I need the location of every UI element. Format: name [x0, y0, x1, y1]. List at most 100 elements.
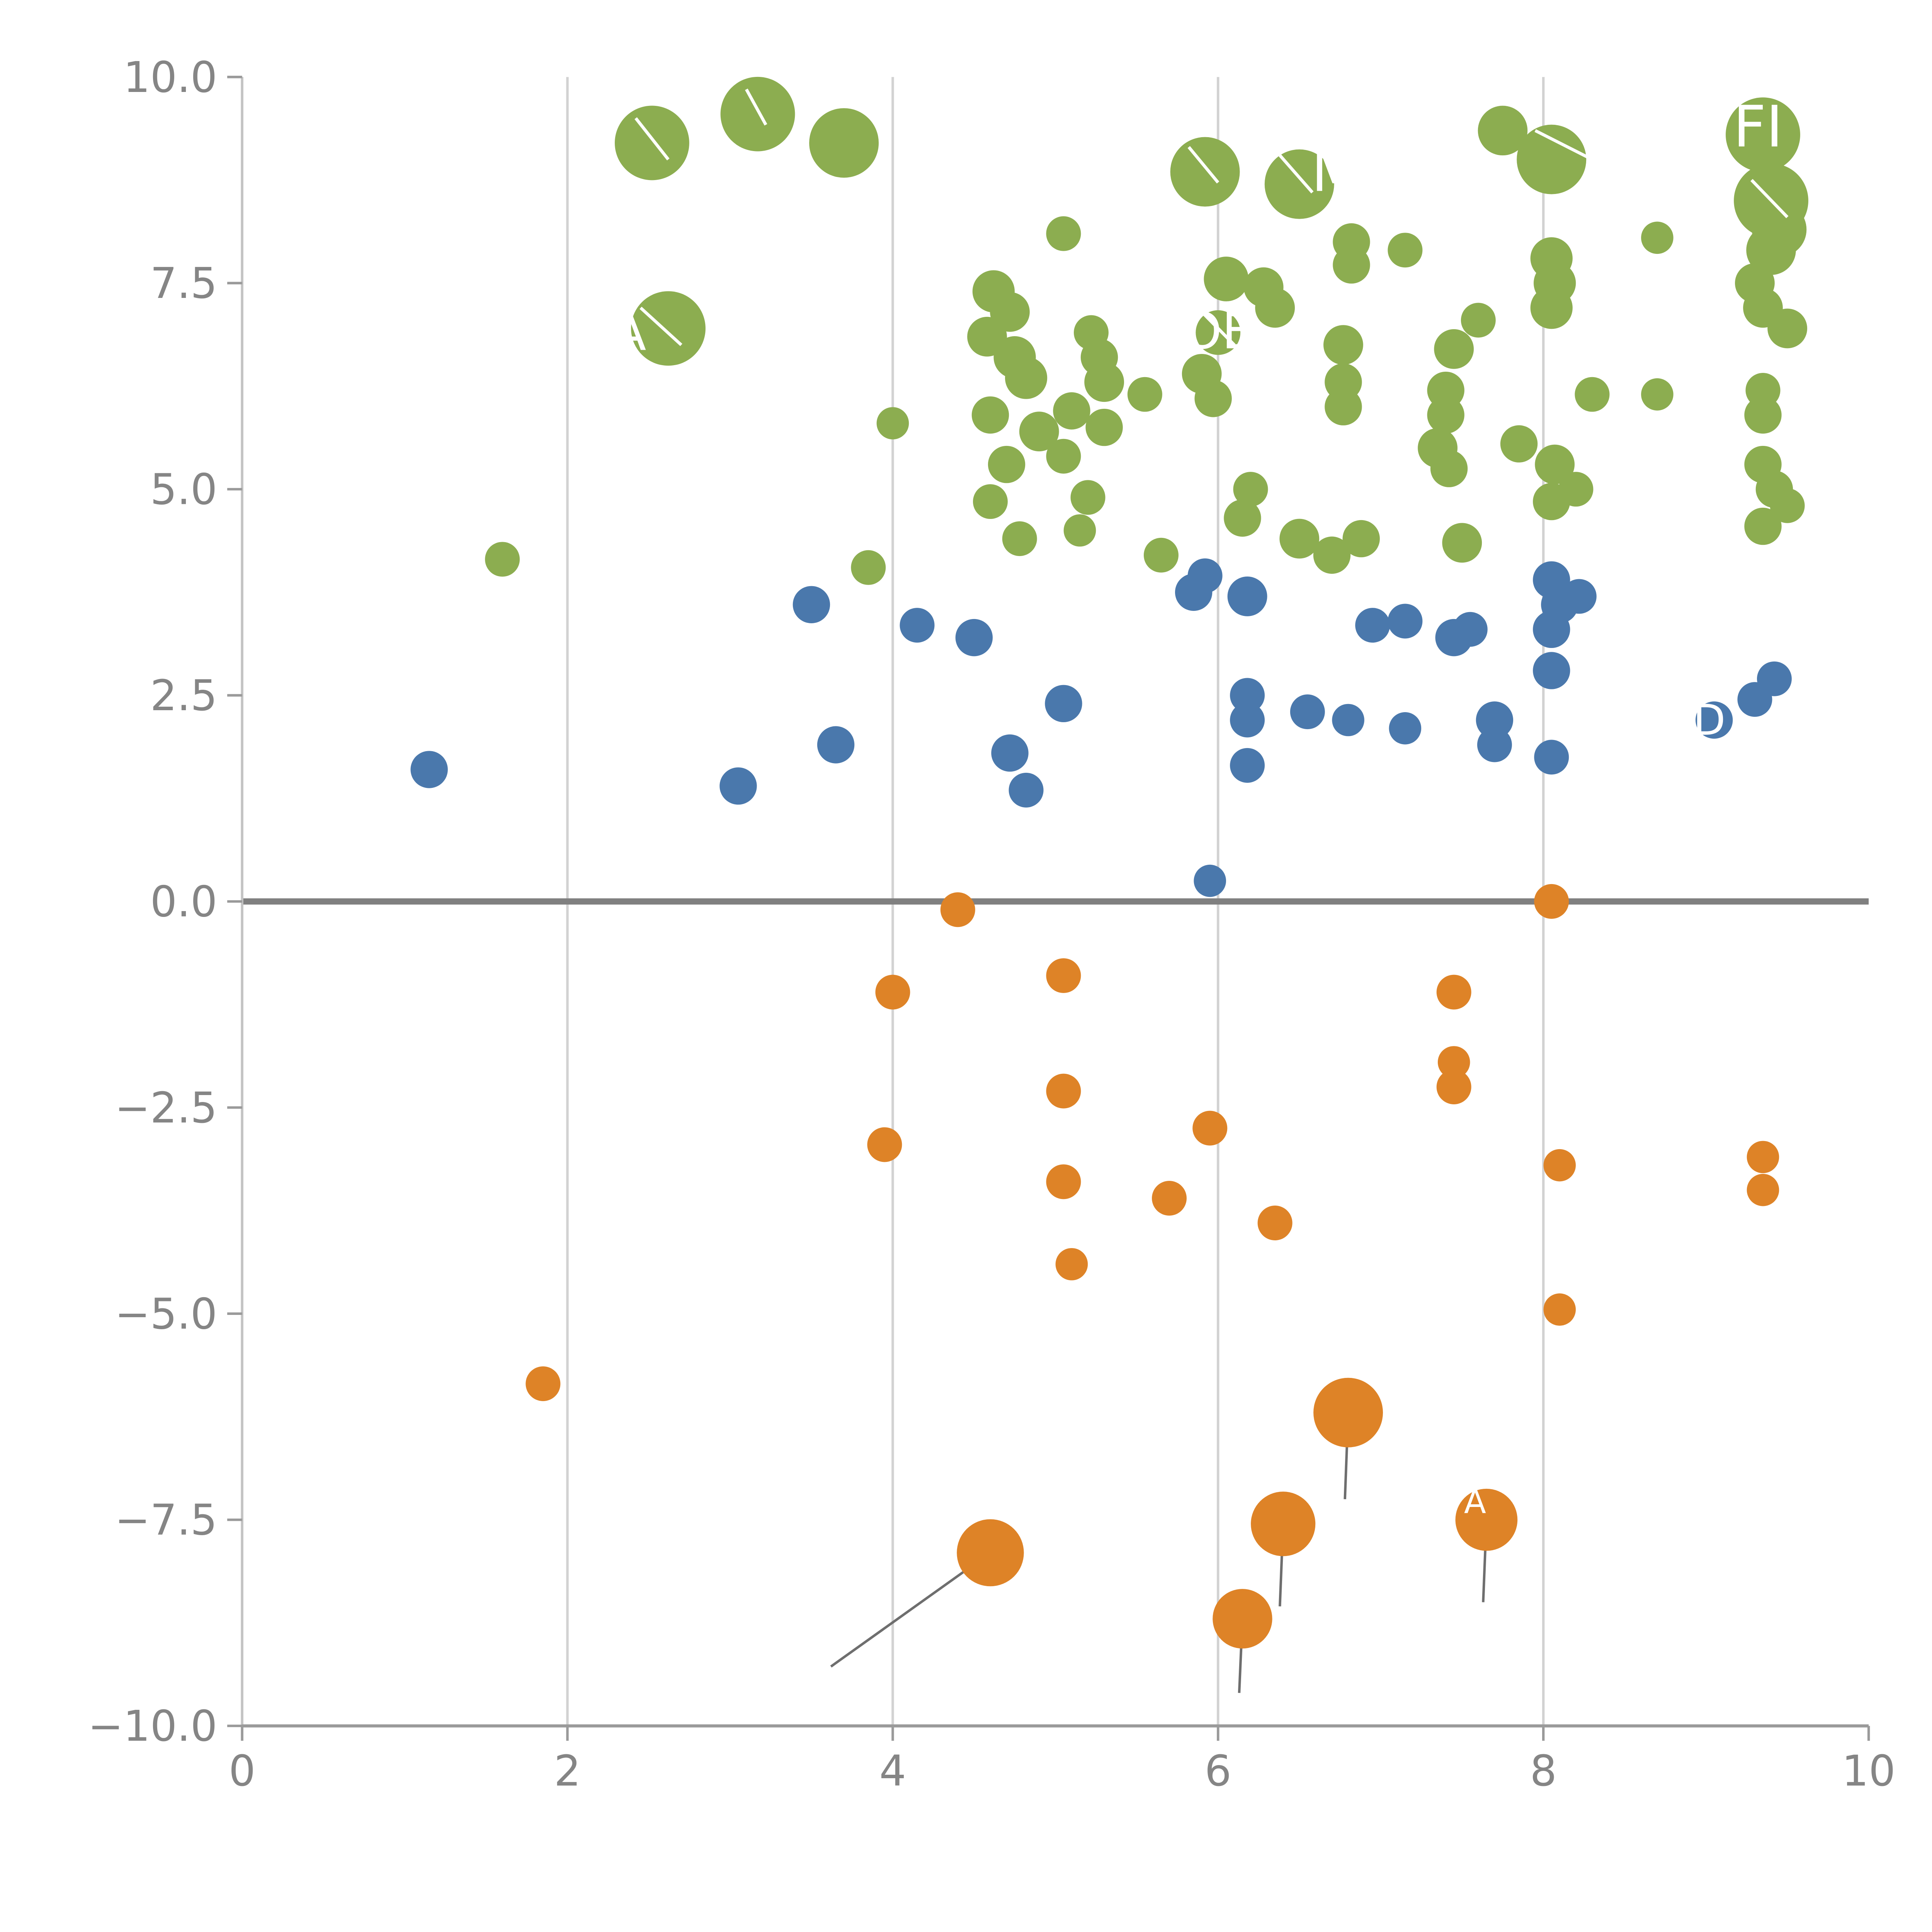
bubble[interactable]	[1019, 412, 1059, 452]
bubble[interactable]	[867, 1127, 902, 1162]
bubble[interactable]	[1333, 246, 1370, 284]
bubble[interactable]	[1224, 499, 1261, 537]
bubble[interactable]	[1641, 378, 1673, 411]
bubble[interactable]	[1543, 1293, 1576, 1326]
bubble[interactable]	[1530, 287, 1573, 329]
bubble[interactable]	[1427, 396, 1464, 434]
bubble[interactable]	[1002, 521, 1037, 556]
bubble[interactable]	[1561, 579, 1597, 614]
bubble[interactable]	[793, 586, 830, 623]
bubble[interactable]	[1230, 678, 1265, 713]
bubble[interactable]	[988, 446, 1026, 483]
bubble[interactable]	[1744, 507, 1782, 545]
bubble[interactable]	[1455, 1488, 1518, 1551]
bubble[interactable]	[1257, 1206, 1293, 1241]
bubble[interactable]	[991, 734, 1029, 772]
bubble[interactable]	[817, 726, 855, 764]
bubble[interactable]	[1046, 439, 1081, 474]
bubble[interactable]	[1767, 308, 1808, 349]
bubble[interactable]	[615, 105, 689, 180]
bubble[interactable]	[1726, 97, 1800, 172]
bubble[interactable]	[1534, 740, 1569, 775]
bubble[interactable]	[1500, 425, 1538, 463]
bubble[interactable]	[1770, 488, 1805, 523]
bubble[interactable]	[1213, 1589, 1272, 1649]
bubble[interactable]	[1055, 1248, 1088, 1281]
bubble[interactable]	[719, 767, 757, 805]
bubble[interactable]	[1187, 558, 1223, 594]
bubble[interactable]	[1063, 514, 1096, 547]
bubble[interactable]	[1389, 712, 1422, 745]
bubble[interactable]	[1279, 519, 1320, 559]
bubble[interactable]	[410, 751, 448, 788]
bubble[interactable]	[1045, 685, 1082, 723]
bubble[interactable]	[876, 407, 909, 440]
bubble[interactable]	[1477, 727, 1512, 762]
bubble[interactable]	[1009, 772, 1044, 808]
bubble[interactable]	[851, 550, 886, 585]
bubble[interactable]	[1264, 149, 1334, 219]
bubble[interactable]	[1517, 124, 1587, 194]
bubble[interactable]	[1170, 137, 1240, 207]
bubble[interactable]	[1747, 1173, 1779, 1206]
bubble[interactable]	[1388, 604, 1423, 639]
bubble[interactable]	[955, 619, 993, 656]
bubble[interactable]	[1152, 1181, 1187, 1216]
bubble[interactable]	[526, 1366, 561, 1401]
bubble[interactable]	[809, 108, 879, 178]
bubble[interactable]	[1533, 652, 1570, 689]
bubble[interactable]	[1255, 288, 1295, 328]
bubble[interactable]	[1575, 377, 1610, 412]
bubble[interactable]	[900, 608, 935, 643]
bubble[interactable]	[1313, 536, 1351, 574]
bubble[interactable]	[1476, 701, 1514, 739]
bubble[interactable]	[1070, 480, 1105, 515]
bubble[interactable]	[1127, 377, 1162, 412]
bubble[interactable]	[1342, 520, 1380, 558]
bubble[interactable]	[485, 542, 520, 577]
bubble[interactable]	[720, 77, 795, 151]
bubble[interactable]	[1436, 1069, 1471, 1104]
bubble[interactable]	[1452, 612, 1488, 647]
bubble[interactable]	[1437, 1046, 1470, 1078]
bubble[interactable]	[1442, 523, 1482, 563]
bubble[interactable]	[1230, 702, 1265, 738]
bubble[interactable]	[1192, 1111, 1228, 1146]
bubble[interactable]	[1332, 704, 1364, 736]
bubble[interactable]	[1533, 483, 1570, 520]
bubble[interactable]	[1747, 1141, 1779, 1173]
bubble[interactable]	[1430, 450, 1468, 487]
bubble[interactable]	[1084, 362, 1124, 402]
bubble[interactable]	[1757, 661, 1792, 696]
bubble[interactable]	[1388, 233, 1423, 268]
bubble[interactable]	[1641, 221, 1673, 254]
bubble[interactable]	[1323, 325, 1363, 365]
bubble[interactable]	[1325, 388, 1362, 425]
bubble[interactable]	[875, 975, 910, 1010]
bubble[interactable]	[1196, 310, 1241, 355]
bubble[interactable]	[1194, 864, 1226, 897]
bubble[interactable]	[973, 484, 1008, 519]
bubble[interactable]	[1535, 444, 1575, 485]
bubble[interactable]	[1534, 884, 1569, 919]
bubble[interactable]	[1355, 608, 1390, 643]
bubble[interactable]	[631, 291, 706, 366]
bubble[interactable]	[1543, 1149, 1576, 1182]
bubble[interactable]	[1696, 701, 1733, 739]
bubble[interactable]	[1746, 225, 1796, 275]
bubble[interactable]	[1313, 1378, 1383, 1447]
bubble[interactable]	[1533, 611, 1570, 648]
bubble[interactable]	[1251, 1492, 1316, 1556]
bubble[interactable]	[1461, 303, 1496, 338]
bubble[interactable]	[957, 1519, 1024, 1587]
bubble[interactable]	[1436, 975, 1471, 1010]
bubble[interactable]	[1194, 380, 1232, 417]
bubble[interactable]	[971, 396, 1009, 434]
bubble[interactable]	[1204, 257, 1249, 301]
bubble[interactable]	[1233, 472, 1268, 507]
bubble[interactable]	[1046, 1073, 1081, 1109]
bubble[interactable]	[1046, 216, 1081, 251]
bubble[interactable]	[1744, 396, 1782, 434]
bubble[interactable]	[1478, 105, 1528, 156]
bubble[interactable]	[1053, 392, 1090, 430]
